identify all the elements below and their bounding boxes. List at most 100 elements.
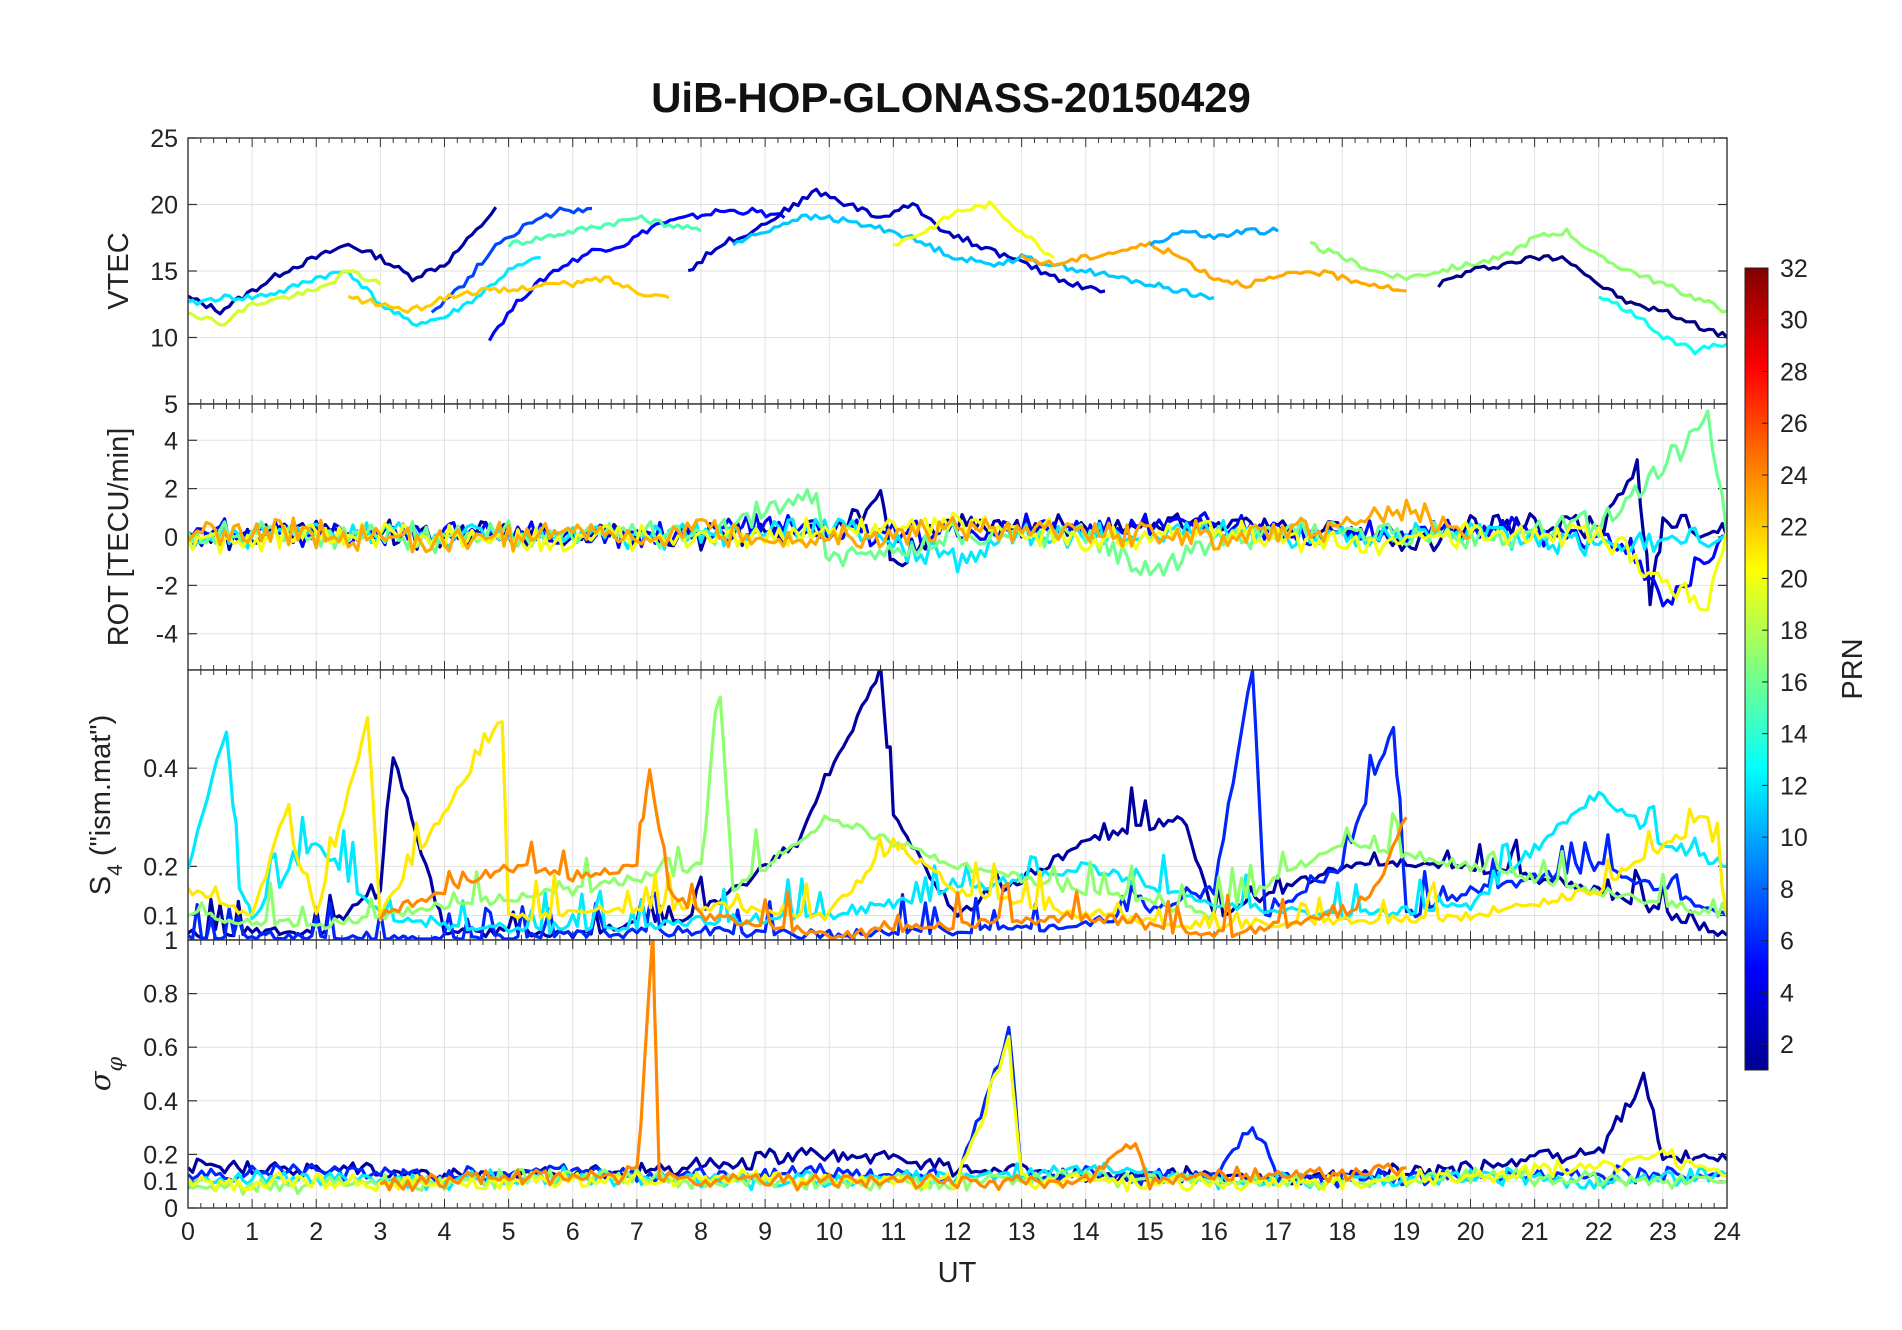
colorbar-tick-label: 16 [1780,669,1808,697]
series-line-prn-17 [1309,227,1727,314]
y-axis-label-vtec: VTEC [103,232,135,309]
colorbar-tick-label: 6 [1780,928,1794,956]
x-tick-label: 24 [1713,1218,1741,1246]
x-axis-label: UT [938,1257,977,1289]
y-tick-label: 1 [164,927,178,955]
series-line-prn-1 [1437,254,1727,339]
series-line-prn-20 [893,200,1055,259]
panel-rot: -4 -2 0 2 4 [156,403,1728,671]
x-tick-label: 23 [1649,1218,1677,1246]
colorbar-tick-label: 12 [1780,772,1808,800]
x-tick-label: 4 [438,1218,452,1246]
y-tick-label: 0 [164,524,178,552]
y-axis-label-s4: S4 ("ism.mat") [85,715,127,896]
x-tick-label: 7 [630,1218,644,1246]
series-line-prn-10 [1148,226,1279,247]
series-line-prn-3 [687,187,1106,294]
y-tick-label: 15 [150,258,178,286]
series-line-prn-17 [188,695,1727,931]
panel-vtec: 5 10 15 20 25 [150,125,1728,419]
y-tick-label: 0.6 [143,1034,178,1062]
series-line-prn-24 [379,940,1407,1192]
y-tick-label: 5 [164,391,178,419]
x-tick-label: 5 [502,1218,516,1246]
x-tick-label: 11 [880,1218,906,1246]
colorbar-tick-label: 8 [1780,876,1794,904]
panels: 510152025-4-20240.10.20.400.10.20.40.60.… [143,125,1728,1223]
panel-s4-series [188,670,1727,940]
series-line-prn-24 [378,768,1408,940]
x-tick-label: 1 [245,1218,259,1246]
x-tick-label: 2 [309,1218,323,1246]
x-tick-label: 6 [566,1218,580,1246]
series-line-prn-19 [188,269,382,327]
y-tick-label: 0.2 [143,853,178,881]
y-axis-label-sigma_phi: σφ [83,1056,127,1091]
y-axis-label-rot: ROT [TECU/min] [103,428,135,647]
y-tick-label: 0 [164,1195,178,1223]
x-tick-label: 15 [1136,1218,1164,1246]
x-tick-label: 12 [944,1218,972,1246]
series-line-prn-5 [488,206,786,342]
panel-sigma_phi-frame [187,939,1728,1209]
chart-title: UiB-HOP-GLONASS-20150429 [651,74,1251,121]
panel-s4: 0.1 0.2 0.4 [143,669,1728,941]
series-line-prn-23 [1020,240,1407,293]
colorbar-tick-label: 22 [1780,514,1808,542]
x-tick-label: 17 [1264,1218,1292,1246]
colorbar-tick-label: 4 [1780,979,1794,1007]
y-tick-label: 0.1 [143,1168,178,1196]
colorbar-gradient [1744,267,1769,1071]
x-tick-label: 21 [1521,1218,1549,1246]
series-line-prn-12 [188,256,541,328]
x-tick-label: 13 [1008,1218,1036,1246]
series-line-prn-21 [188,716,1727,930]
series-line-prn-22 [347,275,670,314]
series-line-prn-13 [1597,295,1727,356]
x-tick-label: 19 [1392,1218,1420,1246]
colorbar-tick-label: 2 [1780,1031,1794,1059]
colorbar-tick-label: 30 [1780,307,1808,335]
y-tick-label: 10 [150,325,178,353]
panel-sigma_phi-series [188,940,1727,1196]
x-tick-label: 8 [694,1218,708,1246]
y-tick-label: 4 [164,427,178,455]
y-tick-label: 0.8 [143,981,178,1009]
series-line-prn-20 [188,1034,1727,1193]
series-line-prn-15 [507,214,702,248]
x-tick-label: 16 [1200,1218,1228,1246]
x-tick-label: 3 [373,1218,387,1246]
colorbar-tick-label: 20 [1780,565,1808,593]
y-tick-label: 0.2 [143,1141,178,1169]
y-tick-label: -4 [156,621,178,649]
colorbar-tick-label: 26 [1780,410,1808,438]
y-tick-label: 0.4 [143,1088,178,1116]
y-tick-label: 0.1 [143,902,178,930]
colorbar-tick-label: 14 [1780,721,1808,749]
panel-vtec-series [188,187,1727,356]
colorbar-tick-label: 10 [1780,824,1808,852]
panel-rot-series [188,409,1727,612]
y-tick-label: 0.4 [143,755,178,783]
x-axis: 0 1 2 3 4 5 6 7 8 9 10 11 12 13 14 15 16 17 18 19 20 21 22 23 24 [181,1218,1741,1246]
colorbar-tick-label: 18 [1780,617,1808,645]
x-tick-label: 0 [181,1218,195,1246]
x-tick-label: 10 [815,1218,843,1246]
colorbar-tick-label: 24 [1780,462,1808,490]
x-tick-label: 9 [758,1218,772,1246]
x-tick-label: 22 [1585,1218,1613,1246]
series-line-prn-7 [430,206,593,314]
panel-sigma_phi: 00.10.2 0.4 0.6 0.8 1 [143,927,1728,1223]
x-tick-label: 14 [1072,1218,1100,1246]
series-line-prn-2 [188,1071,1727,1186]
y-tick-label: 20 [150,192,178,220]
colorbar-label: PRN [1837,638,1869,699]
series-line-prn-11 [732,213,1215,301]
y-tick-label: 25 [150,125,178,153]
x-tick-label: 18 [1328,1218,1356,1246]
y-tick-label: -2 [156,572,178,600]
series-line-prn-12 [188,730,1727,935]
colorbar-tick-label: 28 [1780,358,1808,386]
